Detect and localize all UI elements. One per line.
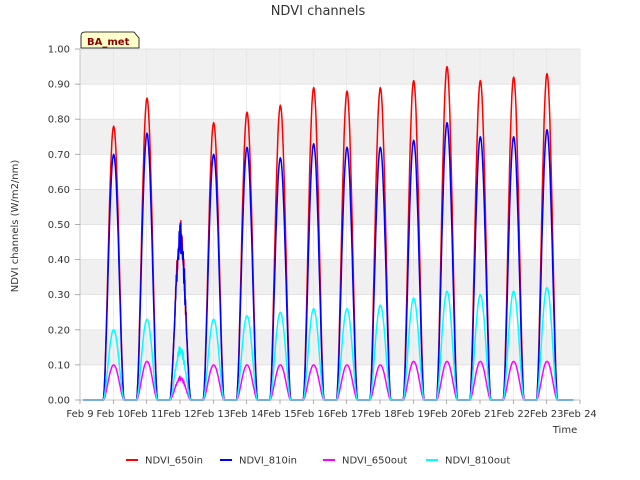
y-tick-label: 1.00 <box>48 45 70 56</box>
legend-label-NDVI_650out: NDVI_650out <box>342 456 407 467</box>
y-tick-label: 0.60 <box>48 185 70 196</box>
x-tick-label: Feb 21 <box>463 409 497 420</box>
grid-band <box>80 259 580 295</box>
x-tick-label: Feb 18 <box>363 409 397 420</box>
chart-title: NDVI channels <box>271 4 366 19</box>
x-tick-label: Feb 12 <box>163 409 197 420</box>
x-tick-label: Feb 13 <box>197 409 231 420</box>
x-tick-label: Feb 24 <box>563 409 597 420</box>
y-tick-label: 0.50 <box>48 220 70 231</box>
x-axis-label: Time <box>552 425 577 436</box>
badge-text: BA_met <box>87 37 130 48</box>
x-tick-label: Feb 20 <box>430 409 464 420</box>
x-tick-label: Feb 14 <box>230 409 264 420</box>
x-tick-label: Feb 16 <box>297 409 331 420</box>
grid-band <box>80 329 580 365</box>
x-tick-label: Feb 23 <box>530 409 564 420</box>
legend-label-NDVI_650in: NDVI_650in <box>145 456 203 467</box>
x-tick-label: Feb 17 <box>330 409 364 420</box>
y-tick-label: 0.20 <box>48 325 70 336</box>
y-axis-label: NDVI channels (W/m2/nm) <box>10 160 21 293</box>
y-tick-label: 0.00 <box>48 396 70 407</box>
x-tick-label: Feb 22 <box>497 409 531 420</box>
grid-band <box>80 49 580 85</box>
x-tick-label: Feb 15 <box>263 409 297 420</box>
site-badge: BA_met <box>80 31 140 49</box>
x-tick-labels: Feb 9 Feb 10 Feb 11 Feb 12 Feb 13 Feb 14 Feb 1… <box>66 400 597 420</box>
y-tick-label: 0.10 <box>48 360 70 371</box>
y-tick-label: 0.40 <box>48 255 70 266</box>
y-tick-labels: 0.00 0.10 0.20 0.30 0.40 0.50 0.60 0.70 0.80 0.90… <box>48 45 80 407</box>
y-tick-label: 0.90 <box>48 80 70 91</box>
x-tick-label: Feb 11 <box>130 409 164 420</box>
legend-label-NDVI_810out: NDVI_810out <box>445 456 510 467</box>
y-tick-label: 0.70 <box>48 150 70 161</box>
x-tick-label: Feb 19 <box>397 409 431 420</box>
legend: NDVI_650in NDVI_810in NDVI_650out NDVI_810o… <box>126 456 510 467</box>
grid-band <box>80 119 580 155</box>
legend-label-NDVI_810in: NDVI_810in <box>239 456 297 467</box>
y-tick-label: 0.30 <box>48 290 70 301</box>
x-tick-label: Feb 10 <box>97 409 131 420</box>
y-tick-label: 0.80 <box>48 115 70 126</box>
grid-band <box>80 189 580 225</box>
x-tick-label: Feb 9 <box>66 409 93 420</box>
